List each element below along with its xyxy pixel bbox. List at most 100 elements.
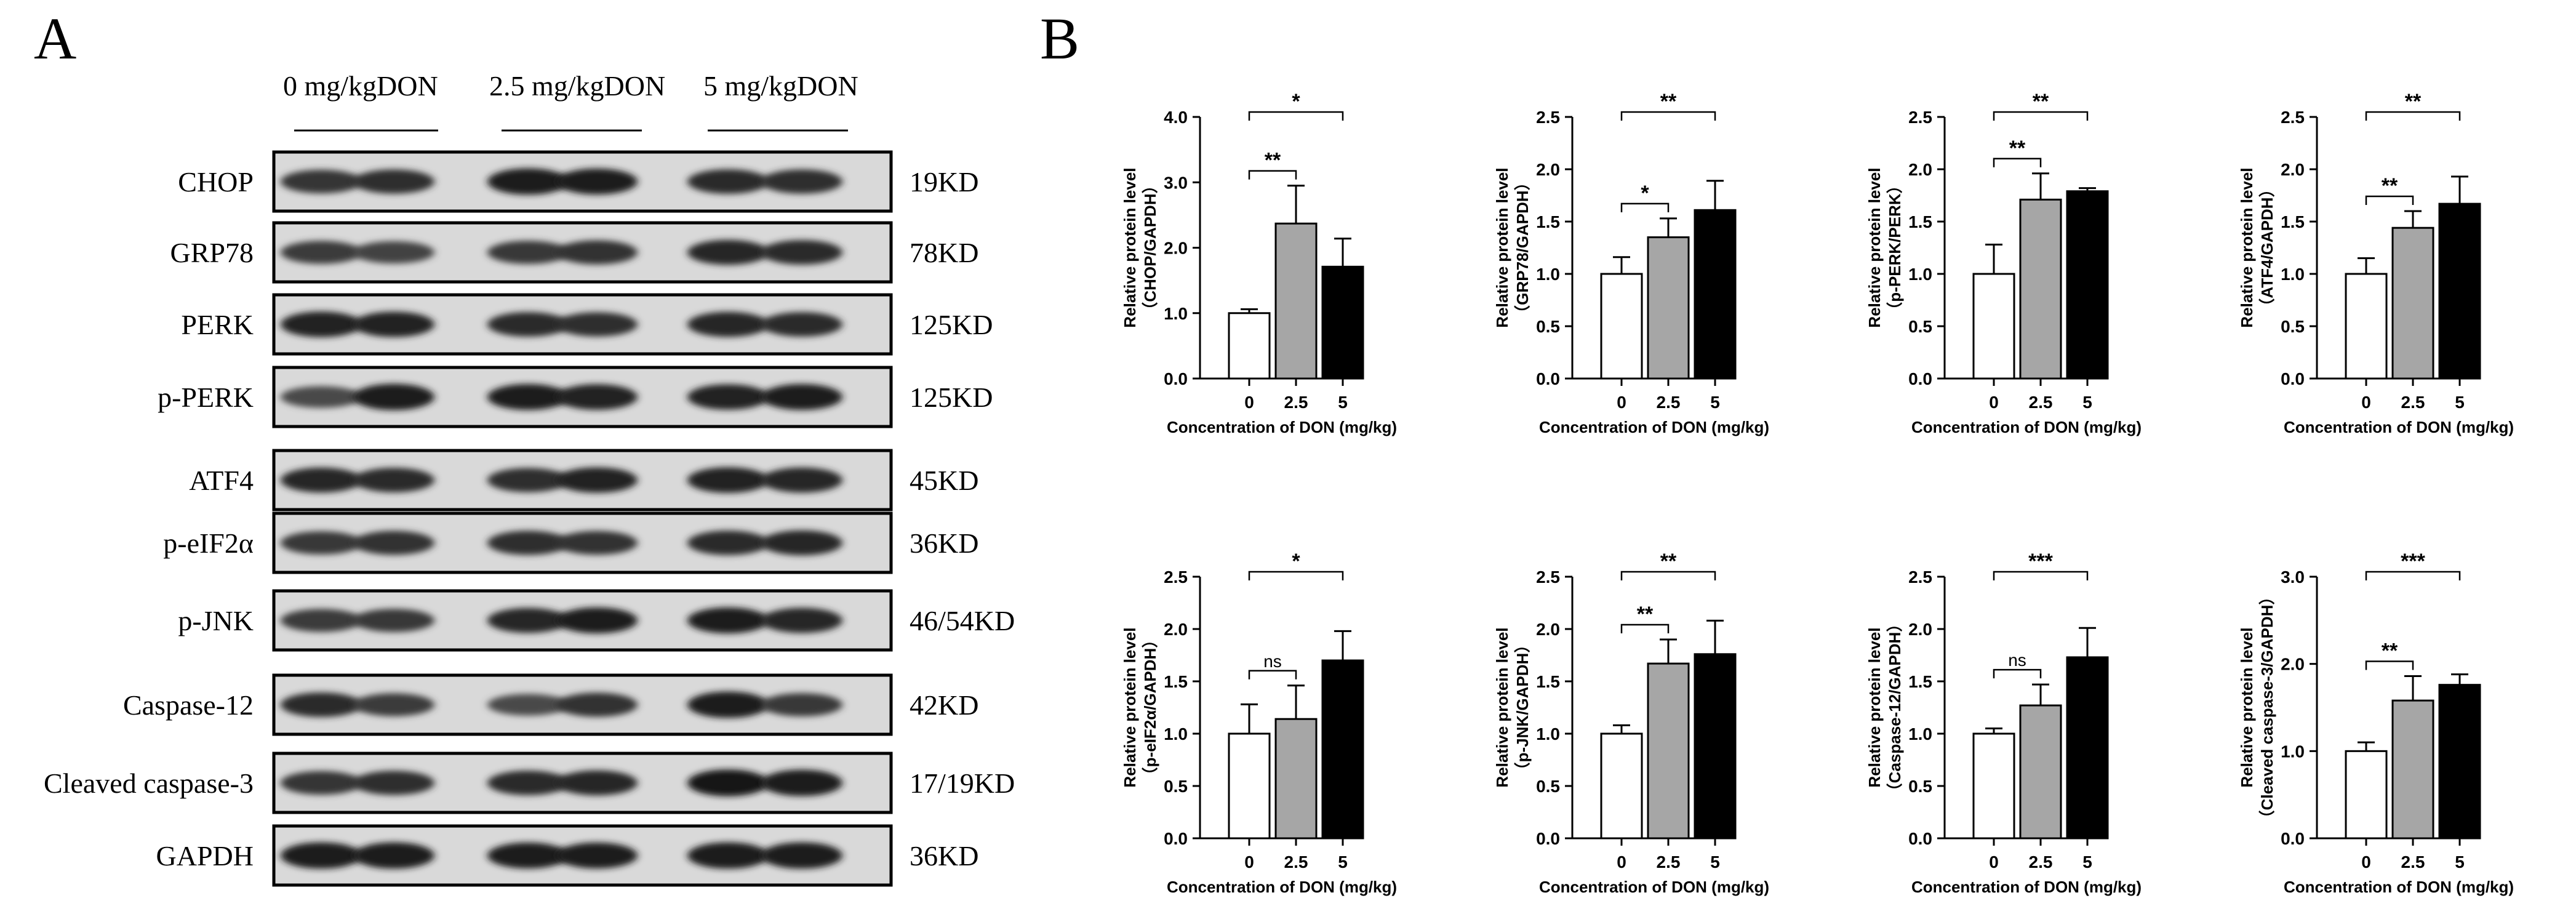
bar-dose-5 bbox=[1321, 659, 1364, 840]
bar-dose-5 bbox=[2066, 656, 2109, 840]
significance-bracket: ** bbox=[1248, 149, 1297, 180]
blot-band bbox=[761, 383, 842, 411]
significance-bracket: *** bbox=[2365, 550, 2461, 580]
blot-protein-label: Caspase-12 bbox=[123, 689, 254, 721]
blot-band bbox=[487, 311, 569, 337]
blot-band bbox=[687, 311, 769, 337]
bar-dose-2-5 bbox=[2019, 704, 2062, 840]
bar-dose-2-5 bbox=[1274, 222, 1318, 380]
y-tick-label: 2.5 bbox=[1908, 567, 1932, 587]
blot-band bbox=[487, 168, 569, 195]
significance-label: * bbox=[1292, 90, 1300, 113]
bar-dose-0 bbox=[2345, 273, 2388, 380]
y-tick-label: 2.0 bbox=[2281, 655, 2305, 674]
x-tick-label: 5 bbox=[2455, 393, 2465, 412]
blot-band bbox=[761, 607, 842, 633]
y-tick-label: 0.0 bbox=[1164, 829, 1188, 848]
x-tick-label: 2.5 bbox=[2029, 852, 2053, 872]
significance-label: ** bbox=[1265, 149, 1281, 172]
bar-chart-5: 0.0 0.5 1.0 1.5 2.0 2.5 0 2.5 5 Concentration of … bbox=[1121, 550, 1397, 896]
y-tick-label: 1.5 bbox=[2281, 212, 2305, 231]
x-axis-title: Concentration of DON (mg/kg) bbox=[1911, 878, 2142, 896]
x-tick-label: 2.5 bbox=[2401, 393, 2425, 412]
blot-row-perk: PERK 125KD bbox=[181, 293, 993, 356]
blot-band bbox=[761, 169, 842, 194]
blot-band bbox=[353, 169, 434, 194]
blot-band bbox=[281, 771, 362, 795]
bar-dose-2-5 bbox=[2019, 198, 2062, 380]
bar-dose-0 bbox=[1600, 273, 1643, 380]
significance-label: ** bbox=[2405, 90, 2422, 113]
blot-protein-label: CHOP bbox=[178, 166, 254, 198]
significance-bracket: ** bbox=[1993, 137, 2042, 167]
y-axis-title: Relative protein level bbox=[1121, 167, 1139, 327]
y-tick-label: 2.0 bbox=[1536, 620, 1560, 639]
significance-bracket: ** bbox=[2365, 639, 2414, 670]
blot-band bbox=[487, 770, 569, 796]
blot-band bbox=[353, 383, 434, 411]
blot-size-label: 36KD bbox=[910, 840, 978, 872]
y-tick-label: 0.5 bbox=[2281, 317, 2305, 336]
y-tick-label: 2.5 bbox=[1536, 567, 1560, 587]
x-axis-title: Concentration of DON (mg/kg) bbox=[1167, 878, 1397, 896]
significance-label: * bbox=[1292, 550, 1300, 573]
y-axis-subtitle: （p-JNK/GAPDH） bbox=[1513, 637, 1532, 779]
significance-bracket: ** bbox=[2365, 90, 2461, 121]
blot-band bbox=[353, 467, 434, 493]
x-axis-title: Concentration of DON (mg/kg) bbox=[1911, 418, 2142, 436]
y-tick-label: 2.5 bbox=[1536, 108, 1560, 127]
bracket-line bbox=[2365, 195, 2414, 205]
significance-label: ** bbox=[1660, 550, 1677, 573]
blot-band bbox=[687, 169, 769, 194]
x-tick-label: 5 bbox=[1338, 393, 1348, 412]
significance-label: ** bbox=[2033, 90, 2049, 113]
blot-band bbox=[687, 467, 769, 493]
group-label-0-mg: 0 mg/kgDON bbox=[283, 70, 438, 102]
significance-label: *** bbox=[2028, 550, 2053, 573]
significance-label: ns bbox=[1263, 652, 1282, 671]
y-tick-label: 0.0 bbox=[1908, 829, 1932, 848]
significance-label: ** bbox=[1637, 603, 1654, 626]
x-tick-label: 0 bbox=[1244, 393, 1254, 412]
bracket-line bbox=[1993, 111, 2089, 121]
blot-protein-label: ATF4 bbox=[189, 465, 254, 496]
y-tick-label: 0.0 bbox=[1164, 369, 1188, 388]
bar-dose-2-5 bbox=[1274, 718, 1318, 840]
y-tick-label: 1.0 bbox=[1536, 724, 1560, 744]
blot-band bbox=[556, 531, 638, 555]
blot-protein-label: GAPDH bbox=[156, 840, 254, 872]
blot-band bbox=[687, 769, 769, 796]
blot-size-label: 46/54KD bbox=[910, 605, 1015, 636]
bar-chart-1: 0.0 1.0 2.0 3.0 4.0 0 2.5 5 Concentration of DON… bbox=[1121, 90, 1397, 436]
bracket-line bbox=[1993, 158, 2042, 167]
bracket-line bbox=[1993, 668, 2042, 679]
blot-size-label: 42KD bbox=[910, 689, 978, 721]
y-tick-label: 0.0 bbox=[1536, 369, 1560, 388]
x-tick-label: 2.5 bbox=[1657, 393, 1681, 412]
y-axis-title: Relative protein level bbox=[1865, 167, 1884, 327]
bar-dose-0 bbox=[1972, 732, 2015, 840]
bar-dose-0 bbox=[1972, 273, 2015, 380]
blot-protein-label: p-eIF2α bbox=[163, 527, 254, 559]
blot-band bbox=[353, 311, 434, 337]
x-tick-label: 0 bbox=[1989, 393, 1999, 412]
blot-band bbox=[761, 530, 842, 556]
bracket-line bbox=[1248, 111, 1344, 121]
group-label-2-5-mg: 2.5 mg/kgDON bbox=[489, 70, 665, 102]
x-tick-label: 5 bbox=[1338, 852, 1348, 872]
bar-chart-7: 0.0 0.5 1.0 1.5 2.0 2.5 0 2.5 5 Concentration of … bbox=[1865, 550, 2142, 896]
y-tick-label: 1.5 bbox=[1536, 212, 1560, 231]
significance-label: ** bbox=[2382, 639, 2398, 663]
blot-band bbox=[487, 383, 569, 411]
significance-bracket: ** bbox=[1620, 90, 1716, 121]
x-tick-label: 5 bbox=[1710, 393, 1720, 412]
blot-size-label: 17/19KD bbox=[910, 768, 1015, 799]
blot-band bbox=[556, 692, 638, 717]
blot-band bbox=[761, 311, 842, 337]
bracket-line bbox=[1620, 202, 1670, 212]
panel-label-b: B bbox=[1040, 6, 1079, 71]
blot-band bbox=[687, 530, 769, 556]
significance-label: * bbox=[1641, 182, 1649, 205]
bar-dose-2-5 bbox=[1647, 236, 1690, 380]
